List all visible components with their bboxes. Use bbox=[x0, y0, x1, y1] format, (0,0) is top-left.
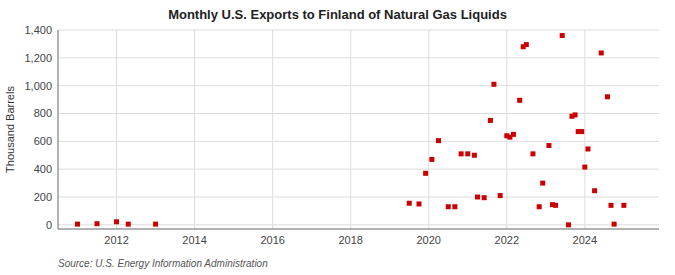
y-grid-line bbox=[58, 113, 659, 114]
y-tick-label: 0 bbox=[46, 219, 52, 231]
point bbox=[491, 82, 496, 87]
y-grid-line bbox=[58, 141, 659, 142]
point bbox=[511, 132, 516, 137]
point bbox=[416, 201, 421, 206]
points bbox=[75, 33, 626, 227]
point bbox=[546, 143, 551, 148]
point bbox=[475, 194, 480, 199]
point bbox=[585, 146, 590, 151]
point bbox=[560, 33, 565, 38]
x-tick-label: 2016 bbox=[260, 234, 284, 246]
point bbox=[524, 42, 529, 47]
y-axis-label: Thousand Barrels bbox=[4, 86, 16, 173]
point bbox=[446, 204, 451, 209]
axes: 0 200 400 600 800 1,000 1,200 1,400 2012 2014 2016… bbox=[24, 24, 659, 246]
point bbox=[517, 98, 522, 103]
x-grid-line bbox=[584, 30, 585, 229]
x-grid-line bbox=[506, 30, 507, 229]
y-tick-label: 600 bbox=[34, 135, 52, 147]
x-tick-label: 2018 bbox=[338, 234, 362, 246]
point bbox=[608, 203, 613, 208]
x-tick-label: 2024 bbox=[573, 234, 597, 246]
point bbox=[592, 188, 597, 193]
y-tick-label: 1,000 bbox=[24, 80, 52, 92]
source-note: Source: U.S. Energy Information Administ… bbox=[58, 258, 268, 269]
point bbox=[459, 151, 464, 156]
x-grid-line bbox=[194, 30, 195, 229]
background bbox=[0, 0, 675, 275]
x-tick-label: 2012 bbox=[104, 234, 128, 246]
point bbox=[488, 118, 493, 123]
y-tick-label: 1,400 bbox=[24, 24, 52, 36]
point bbox=[465, 151, 470, 156]
point bbox=[126, 222, 131, 227]
point bbox=[153, 222, 158, 227]
x-grid-line bbox=[350, 30, 351, 229]
point bbox=[75, 222, 80, 227]
point bbox=[436, 138, 441, 143]
x-tick-label: 2020 bbox=[417, 234, 441, 246]
grid bbox=[58, 30, 659, 229]
point bbox=[530, 151, 535, 156]
title: Monthly U.S. Exports to Finland of Natur… bbox=[168, 7, 507, 22]
chart: Monthly U.S. Exports to Finland of Natur… bbox=[0, 0, 675, 275]
point bbox=[566, 222, 571, 227]
x-grid-line bbox=[428, 30, 429, 229]
x-grid-line bbox=[272, 30, 273, 229]
y-tick-label: 1,200 bbox=[24, 52, 52, 64]
point bbox=[482, 195, 487, 200]
x-tick-label: 2014 bbox=[182, 234, 206, 246]
point bbox=[573, 112, 578, 117]
point bbox=[429, 157, 434, 162]
y-axis-line bbox=[58, 30, 59, 229]
point bbox=[553, 203, 558, 208]
point bbox=[605, 94, 610, 99]
y-grid-line bbox=[58, 57, 659, 58]
y-grid-line bbox=[58, 169, 659, 170]
point bbox=[582, 165, 587, 170]
y-grid-line bbox=[58, 30, 659, 31]
point bbox=[498, 193, 503, 198]
point bbox=[407, 201, 412, 206]
point bbox=[612, 222, 617, 227]
y-tick-label: 800 bbox=[34, 107, 52, 119]
point bbox=[579, 129, 584, 134]
point bbox=[452, 204, 457, 209]
point bbox=[472, 153, 477, 158]
point bbox=[95, 221, 100, 226]
y-tick-label: 400 bbox=[34, 163, 52, 175]
point bbox=[114, 219, 119, 224]
point bbox=[537, 204, 542, 209]
point bbox=[423, 171, 428, 176]
x-tick-label: 2022 bbox=[495, 234, 519, 246]
x-grid-line bbox=[116, 30, 117, 229]
x-axis-line bbox=[58, 229, 659, 230]
point bbox=[540, 181, 545, 186]
y-grid-line bbox=[58, 85, 659, 86]
point bbox=[599, 50, 604, 55]
y-tick-label: 200 bbox=[34, 191, 52, 203]
point bbox=[621, 203, 626, 208]
y-grid-line bbox=[58, 196, 659, 197]
